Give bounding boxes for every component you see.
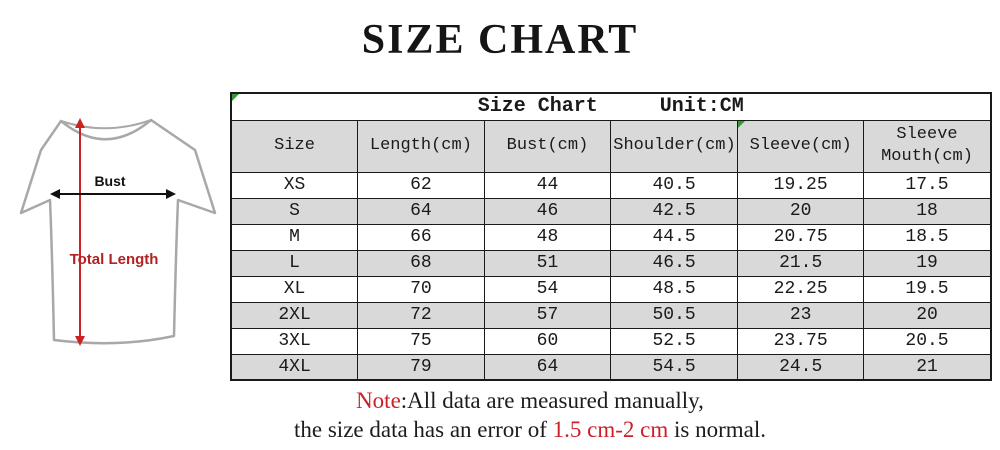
value-cell: 68 bbox=[357, 249, 485, 277]
size-cell: XS bbox=[230, 171, 359, 199]
table-row: L 68 51 46.5 21.5 19 bbox=[230, 249, 992, 277]
bust-arrow bbox=[50, 189, 176, 199]
size-cell: 3XL bbox=[230, 327, 359, 355]
column-header-row: Size Length(cm) Bust(cm) Shoulder(cm) Sleeve… bbox=[230, 119, 992, 173]
value-cell: 22.25 bbox=[736, 275, 865, 303]
tshirt-outline bbox=[19, 118, 217, 345]
value-cell: 44.5 bbox=[610, 223, 738, 251]
size-cell: 4XL bbox=[230, 353, 359, 381]
value-cell: 51 bbox=[483, 249, 612, 277]
value-cell: 48.5 bbox=[610, 275, 738, 303]
cell-corner-marker bbox=[232, 94, 239, 101]
total-length-arrow bbox=[75, 118, 85, 346]
size-cell: M bbox=[230, 223, 359, 251]
value-cell: 23.75 bbox=[736, 327, 865, 355]
value-cell: 54.5 bbox=[610, 353, 738, 381]
table-row: 2XL 72 57 50.5 23 20 bbox=[230, 301, 992, 329]
bust-label: Bust bbox=[94, 173, 125, 189]
column-header: Sleeve Mouth(cm) bbox=[863, 119, 992, 173]
note-line1-text: :All data are measured manually, bbox=[400, 388, 704, 413]
value-cell: 46 bbox=[483, 197, 612, 225]
value-cell: 48 bbox=[483, 223, 612, 251]
column-header: Bust(cm) bbox=[483, 119, 612, 173]
column-header: Sleeve(cm) bbox=[736, 119, 865, 173]
value-cell: 42.5 bbox=[610, 197, 738, 225]
value-cell: 54 bbox=[483, 275, 612, 303]
value-cell: 20.5 bbox=[863, 327, 992, 355]
note: Note:All data are measured manually, the… bbox=[30, 386, 1000, 444]
value-cell: 57 bbox=[483, 301, 612, 329]
page-title: SIZE CHART bbox=[361, 17, 639, 63]
table-title-row: Size Chart Unit:CM bbox=[230, 92, 992, 121]
value-cell: 44 bbox=[483, 171, 612, 199]
value-cell: 20 bbox=[736, 197, 865, 225]
tshirt-collar bbox=[60, 119, 152, 130]
table-row: XL 70 54 48.5 22.25 19.5 bbox=[230, 275, 992, 303]
size-chart-table-wrap: Size Chart Unit:CM Size Length(cm) Bust(cm)… bbox=[230, 92, 992, 381]
table-unit: Unit:CM bbox=[659, 95, 744, 119]
value-cell: 23 bbox=[736, 301, 865, 329]
column-header: Size bbox=[230, 119, 359, 173]
value-cell: 19 bbox=[863, 249, 992, 277]
value-cell: 20.75 bbox=[736, 223, 865, 251]
value-cell: 21.5 bbox=[736, 249, 865, 277]
value-cell: 24.5 bbox=[736, 353, 865, 381]
value-cell: 40.5 bbox=[610, 171, 738, 199]
column-header: Length(cm) bbox=[357, 119, 485, 173]
note-line-1: Note:All data are measured manually, bbox=[30, 386, 1000, 415]
value-cell: 60 bbox=[483, 327, 612, 355]
size-cell: L bbox=[230, 249, 359, 277]
note-line2-part1: the size data has an error of bbox=[294, 417, 553, 442]
table-row: XS 62 44 40.5 19.25 17.5 bbox=[230, 171, 992, 199]
table-row: 3XL 75 60 52.5 23.75 20.5 bbox=[230, 327, 992, 355]
value-cell: 19.5 bbox=[863, 275, 992, 303]
table-title: Size Chart bbox=[477, 95, 598, 119]
value-cell: 50.5 bbox=[610, 301, 738, 329]
value-cell: 66 bbox=[357, 223, 485, 251]
value-cell: 19.25 bbox=[736, 171, 865, 199]
value-cell: 64 bbox=[483, 353, 612, 381]
value-cell: 20 bbox=[863, 301, 992, 329]
tshirt-icon: Bust Total Length bbox=[19, 118, 217, 346]
table-row: M 66 48 44.5 20.75 18.5 bbox=[230, 223, 992, 251]
value-cell: 21 bbox=[863, 353, 992, 381]
value-cell: 52.5 bbox=[610, 327, 738, 355]
size-cell: XL bbox=[230, 275, 359, 303]
note-highlight: 1.5 cm-2 cm bbox=[552, 417, 669, 442]
value-cell: 64 bbox=[357, 197, 485, 225]
value-cell: 62 bbox=[357, 171, 485, 199]
table-title-cell: Size Chart Unit:CM bbox=[230, 92, 992, 121]
note-line-2: the size data has an error of 1.5 cm-2 c… bbox=[30, 415, 1000, 444]
note-line2-part3: is normal. bbox=[668, 417, 766, 442]
note-prefix: Note bbox=[356, 388, 401, 413]
table-row: S 64 46 42.5 20 18 bbox=[230, 197, 992, 225]
size-cell: 2XL bbox=[230, 301, 359, 329]
total-length-label: Total Length bbox=[70, 251, 159, 268]
value-cell: 46.5 bbox=[610, 249, 738, 277]
column-header: Shoulder(cm) bbox=[610, 119, 738, 173]
value-cell: 18 bbox=[863, 197, 992, 225]
table-row: 4XL 79 64 54.5 24.5 21 bbox=[230, 353, 992, 381]
value-cell: 75 bbox=[357, 327, 485, 355]
size-cell: S bbox=[230, 197, 359, 225]
tshirt-diagram: Bust Total Length bbox=[6, 86, 230, 390]
value-cell: 79 bbox=[357, 353, 485, 381]
value-cell: 72 bbox=[357, 301, 485, 329]
value-cell: 70 bbox=[357, 275, 485, 303]
cell-corner-marker bbox=[738, 121, 745, 128]
size-chart-table: Size Chart Unit:CM Size Length(cm) Bust(cm)… bbox=[230, 92, 992, 381]
value-cell: 18.5 bbox=[863, 223, 992, 251]
value-cell: 17.5 bbox=[863, 171, 992, 199]
